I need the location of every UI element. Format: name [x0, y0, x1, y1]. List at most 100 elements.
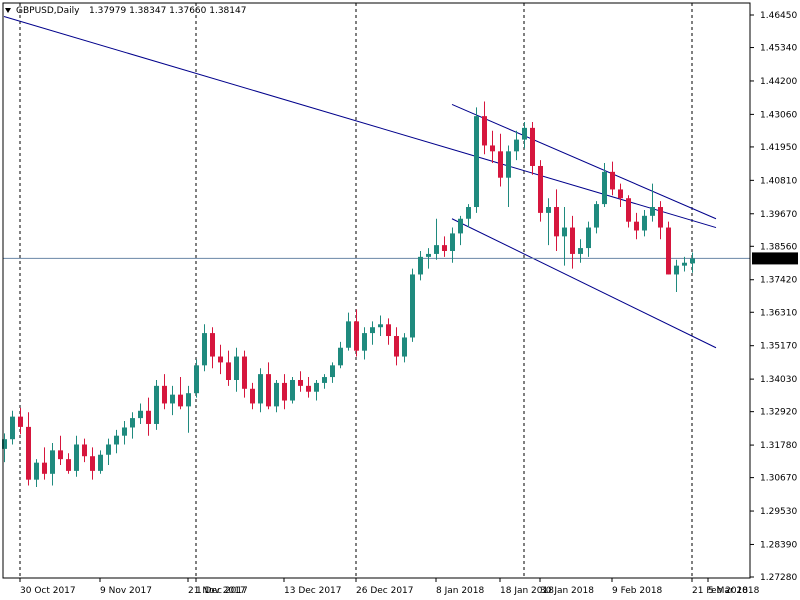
bull-candle[interactable]	[514, 130, 519, 161]
bull-candle[interactable]	[402, 333, 407, 363]
bear-candle[interactable]	[386, 318, 391, 345]
bull-candle[interactable]	[258, 368, 263, 413]
bull-candle[interactable]	[578, 239, 583, 263]
bull-candle[interactable]	[594, 201, 599, 234]
bull-candle[interactable]	[234, 347, 239, 392]
bull-candle[interactable]	[330, 362, 335, 383]
bear-candle[interactable]	[242, 350, 247, 398]
bear-candle[interactable]	[554, 189, 559, 251]
bear-candle[interactable]	[178, 377, 183, 410]
bear-candle[interactable]	[354, 309, 359, 357]
bull-candle[interactable]	[370, 321, 375, 345]
bear-candle[interactable]	[666, 221, 671, 275]
bull-candle[interactable]	[130, 412, 135, 439]
bull-candle[interactable]	[682, 256, 687, 272]
bear-candle[interactable]	[42, 447, 47, 480]
bull-candle[interactable]	[338, 341, 343, 369]
bull-candle[interactable]	[434, 218, 439, 260]
bull-candle[interactable]	[346, 312, 351, 351]
bull-candle[interactable]	[194, 359, 199, 398]
bear-candle[interactable]	[250, 382, 255, 410]
bull-candle[interactable]	[506, 145, 511, 208]
bull-candle[interactable]	[314, 379, 319, 401]
bull-candle[interactable]	[650, 183, 655, 222]
bull-candle[interactable]	[106, 438, 111, 466]
bull-candle[interactable]	[418, 250, 423, 281]
bull-candle[interactable]	[546, 198, 551, 246]
bull-candle[interactable]	[202, 324, 207, 372]
bull-candle[interactable]	[2, 433, 7, 463]
bull-candle[interactable]	[450, 227, 455, 263]
bear-candle[interactable]	[490, 130, 495, 164]
bear-candle[interactable]	[626, 195, 631, 228]
candle-body	[202, 333, 207, 366]
bear-candle[interactable]	[530, 122, 535, 175]
bull-candle[interactable]	[410, 268, 415, 342]
bear-candle[interactable]	[18, 407, 23, 435]
bull-candle[interactable]	[10, 410, 15, 445]
bear-candle[interactable]	[482, 101, 487, 155]
bear-candle[interactable]	[162, 374, 167, 410]
bull-candle[interactable]	[474, 107, 479, 213]
dropdown-triangle-icon[interactable]	[5, 8, 11, 13]
bear-candle[interactable]	[58, 435, 63, 466]
bear-candle[interactable]	[266, 362, 271, 410]
bear-candle[interactable]	[442, 236, 447, 257]
trendline[interactable]	[451, 218, 717, 349]
bull-candle[interactable]	[602, 163, 607, 208]
candle-body	[306, 385, 311, 392]
bull-candle[interactable]	[642, 209, 647, 237]
bear-candle[interactable]	[66, 453, 71, 474]
bull-candle[interactable]	[114, 429, 119, 454]
bear-candle[interactable]	[634, 212, 639, 240]
bull-candle[interactable]	[690, 252, 695, 273]
bull-candle[interactable]	[674, 259, 679, 293]
bull-candle[interactable]	[170, 385, 175, 416]
bear-candle[interactable]	[570, 215, 575, 269]
bear-candle[interactable]	[610, 161, 615, 196]
bull-candle[interactable]	[458, 215, 463, 246]
bear-candle[interactable]	[658, 201, 663, 240]
bear-candle[interactable]	[146, 397, 151, 436]
trendline[interactable]	[3, 15, 717, 229]
bull-candle[interactable]	[34, 459, 39, 487]
bear-candle[interactable]	[394, 327, 399, 366]
bear-candle[interactable]	[218, 344, 223, 375]
bear-candle[interactable]	[538, 160, 543, 222]
bull-candle[interactable]	[290, 377, 295, 404]
bull-candle[interactable]	[522, 122, 527, 149]
bull-candle[interactable]	[426, 248, 431, 269]
bull-candle[interactable]	[378, 315, 383, 337]
bear-candle[interactable]	[82, 438, 87, 463]
bull-candle[interactable]	[138, 403, 143, 424]
bull-candle[interactable]	[562, 207, 567, 266]
bear-candle[interactable]	[618, 183, 623, 208]
bull-candle[interactable]	[466, 204, 471, 228]
bull-candle[interactable]	[50, 443, 55, 486]
candles[interactable]	[2, 101, 695, 487]
bear-candle[interactable]	[298, 371, 303, 392]
trendline[interactable]	[451, 103, 717, 220]
bear-candle[interactable]	[282, 374, 287, 410]
bear-candle[interactable]	[306, 377, 311, 398]
trendlines[interactable]	[3, 15, 717, 349]
bull-candle[interactable]	[122, 421, 127, 445]
bull-candle[interactable]	[154, 379, 159, 430]
bear-candle[interactable]	[90, 447, 95, 480]
bear-candle[interactable]	[226, 350, 231, 386]
price-axis[interactable]: 1.46450 1.45340 1.44200 1.43060 1.41950 1.408…	[750, 11, 797, 583]
bull-candle[interactable]	[586, 221, 591, 257]
bull-candle[interactable]	[186, 385, 191, 433]
ohlc-label: 1.37979 1.38347 1.37660 1.38147	[89, 6, 246, 16]
bull-candle[interactable]	[274, 379, 279, 413]
candle-body	[314, 382, 319, 392]
bull-candle[interactable]	[98, 450, 103, 474]
bear-candle[interactable]	[26, 412, 31, 486]
bull-candle[interactable]	[74, 435, 79, 477]
bear-candle[interactable]	[210, 327, 215, 369]
bull-candle[interactable]	[322, 374, 327, 389]
bull-candle[interactable]	[362, 327, 367, 360]
bear-candle[interactable]	[498, 133, 503, 187]
